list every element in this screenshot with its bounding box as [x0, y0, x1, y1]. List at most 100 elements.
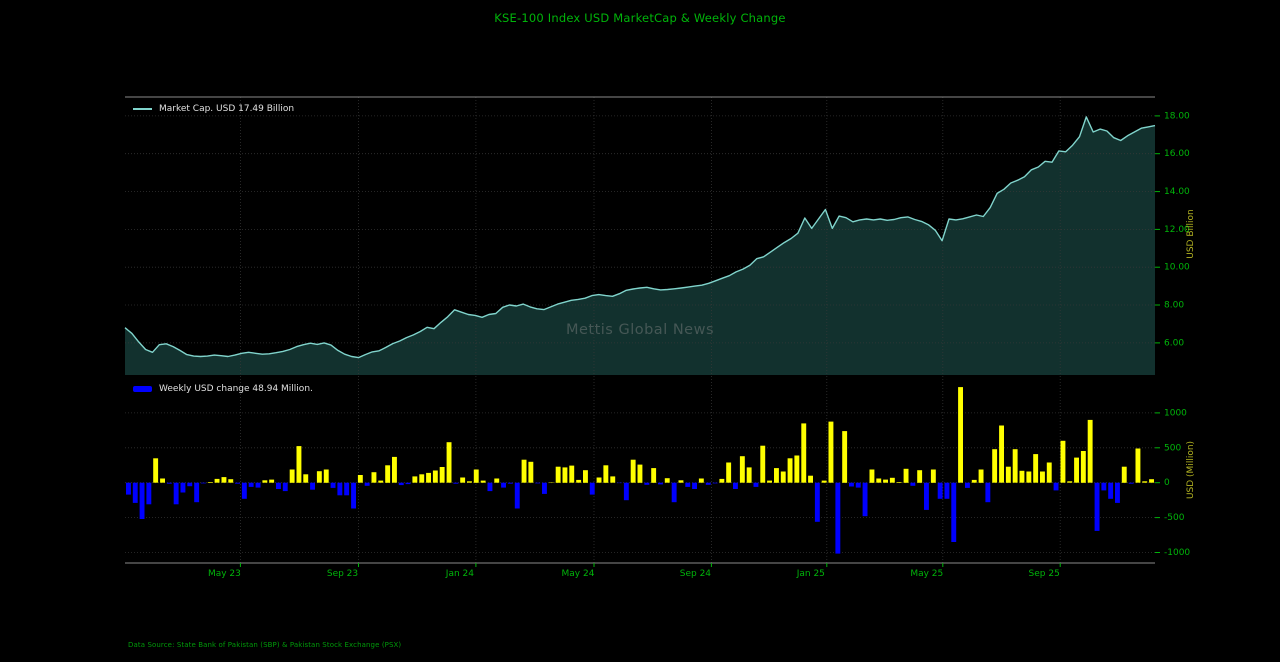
weekly-change-bar: [1108, 482, 1114, 499]
y-tick-label: 12.00: [1164, 225, 1190, 235]
weekly-change-bar: [153, 458, 159, 483]
weekly-change-bar: [221, 477, 227, 483]
weekly-change-bar: [235, 482, 240, 484]
weekly-change-bar: [855, 482, 861, 488]
legend-weekly-change-label: Weekly USD change 48.94 Million.: [159, 384, 313, 394]
legend-market-cap-label: Market Cap. USD 17.49 Billion: [159, 104, 295, 114]
weekly-change-bar: [228, 479, 234, 483]
weekly-change-bar: [924, 482, 929, 510]
weekly-change-bar: [214, 478, 220, 483]
weekly-change-bar: [883, 479, 888, 483]
weekly-change-bar: [392, 456, 397, 483]
weekly-change-bar: [323, 469, 329, 483]
weekly-change-bar: [780, 471, 786, 483]
weekly-change-bar: [241, 482, 247, 499]
weekly-change-bar: [282, 482, 288, 492]
weekly-change-bar: [821, 480, 827, 483]
weekly-change-bar: [794, 455, 800, 483]
weekly-change-bar: [801, 423, 807, 483]
weekly-change-bar: [201, 482, 206, 484]
weekly-change-bar: [337, 482, 343, 496]
weekly-change-bar: [971, 479, 977, 483]
weekly-change-bar: [398, 482, 404, 486]
weekly-change-bar: [446, 442, 452, 483]
weekly-change-bar: [596, 477, 602, 483]
weekly-change-bar: [364, 482, 370, 486]
weekly-change-bar: [139, 482, 145, 519]
weekly-change-bar: [767, 480, 772, 483]
weekly-change-bar: [808, 475, 813, 483]
weekly-change-bar-swatch: [133, 386, 152, 392]
weekly-change-bar: [160, 478, 165, 483]
weekly-change-bar: [514, 482, 520, 509]
weekly-change-bar: [589, 482, 595, 495]
weekly-change-bar: [126, 482, 131, 495]
weekly-change-bar: [965, 482, 970, 488]
y-tick-label: -500: [1164, 513, 1185, 523]
weekly-change-bar: [774, 468, 779, 483]
weekly-change-bar: [562, 467, 568, 483]
x-tick-label: Sep 25: [1029, 569, 1060, 579]
weekly-change-bar: [1121, 466, 1127, 483]
y-tick-label: -1000: [1164, 548, 1190, 558]
x-tick-label: Sep 23: [327, 569, 358, 579]
weekly-change-bar: [262, 480, 268, 483]
weekly-change-bar: [958, 387, 963, 483]
weekly-change-bar: [207, 482, 213, 483]
weekly-change-bar: [698, 478, 704, 483]
weekly-change-bar: [535, 482, 541, 484]
weekly-change-bar: [705, 482, 711, 485]
weekly-change-bar: [1060, 440, 1066, 483]
weekly-change-bar: [1033, 454, 1039, 483]
weekly-change-bar: [194, 482, 200, 503]
weekly-change-bar: [951, 482, 957, 542]
y-tick-label: 0: [1164, 478, 1170, 488]
market-cap-area: [125, 116, 1155, 376]
weekly-change-bar: [473, 469, 479, 483]
weekly-change-bar: [1005, 466, 1011, 483]
weekly-change-bar: [1080, 451, 1086, 483]
weekly-change-bar: [439, 467, 445, 483]
y-tick-label: 10.00: [1164, 263, 1190, 273]
weekly-change-bar: [166, 482, 172, 484]
weekly-change-bar: [630, 459, 636, 483]
weekly-change-bar: [146, 482, 152, 505]
y-tick-label: 8.00: [1164, 301, 1184, 311]
weekly-change-bar: [303, 474, 309, 483]
weekly-change-bar: [917, 470, 923, 483]
weekly-change-bar: [576, 479, 582, 483]
x-tick-label: Jan 25: [796, 569, 825, 579]
y-tick-label: 1000: [1164, 408, 1187, 418]
weekly-change-bar: [992, 449, 998, 483]
weekly-change-bar: [760, 445, 766, 483]
watermark: Mettis Global News: [565, 322, 715, 338]
y-axis-title-usd-billion: USD Billion: [1186, 209, 1196, 259]
weekly-change-bar: [842, 431, 848, 483]
market-cap-line-swatch: [133, 108, 152, 110]
y-axis-title-usd-million: USD (Million): [1186, 440, 1196, 500]
weekly-change-bar: [1053, 482, 1059, 491]
weekly-change-bar: [1094, 482, 1100, 531]
weekly-change-bar: [507, 482, 513, 484]
weekly-change-bar: [132, 482, 138, 503]
weekly-change-bar: [521, 459, 527, 483]
weekly-change-bar: [494, 478, 500, 483]
weekly-change-bar: [910, 482, 916, 486]
weekly-change-bar: [316, 471, 322, 483]
weekly-change-bar: [310, 482, 315, 490]
weekly-change-bar: [487, 482, 493, 492]
weekly-change-bar: [944, 482, 950, 499]
weekly-change-bar: [173, 482, 179, 505]
market-cap-line: [124, 116, 1156, 359]
weekly-change-bar: [787, 458, 793, 483]
data-source-note: Data Source: State Bank of Pakistan (SBP…: [128, 641, 402, 649]
weekly-change-bar: [412, 476, 418, 483]
weekly-change-bar: [637, 464, 643, 483]
weekly-change-bar: [658, 482, 663, 485]
weekly-change-bar: [869, 469, 875, 483]
weekly-change-bar: [876, 478, 882, 483]
weekly-change-bar: [432, 470, 438, 483]
weekly-change-bar: [671, 482, 677, 503]
weekly-change-bar: [1046, 462, 1052, 483]
weekly-change-bar: [896, 482, 902, 483]
